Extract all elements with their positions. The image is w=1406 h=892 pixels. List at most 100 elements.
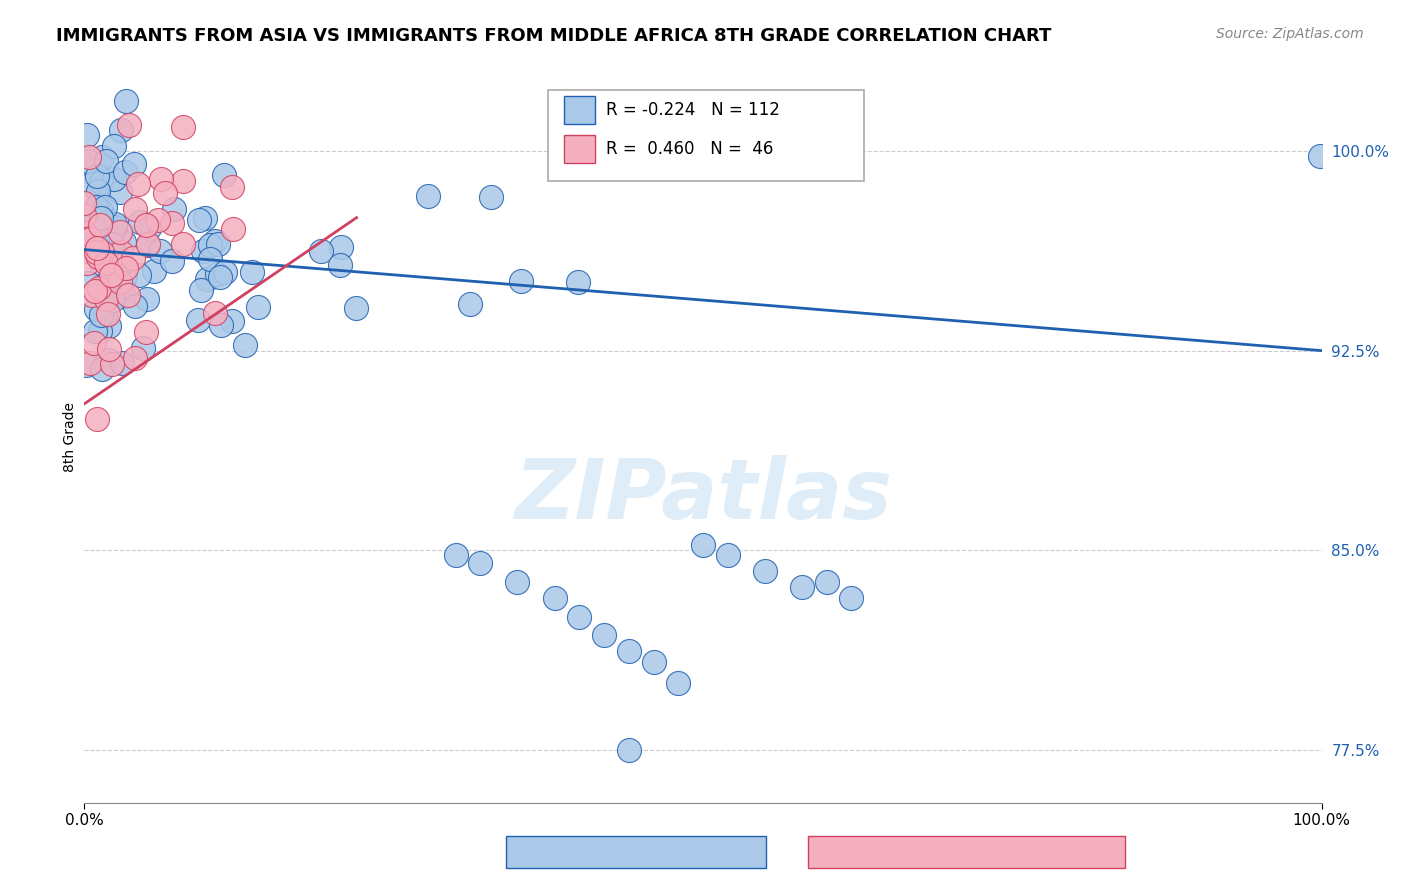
Point bbox=[89, 280, 111, 294]
Point bbox=[115, 260, 138, 275]
Point bbox=[221, 180, 243, 194]
Point bbox=[418, 189, 440, 203]
Point bbox=[96, 277, 118, 291]
Point bbox=[76, 256, 98, 270]
Point bbox=[207, 236, 229, 251]
Point bbox=[122, 251, 145, 265]
Point bbox=[87, 250, 110, 264]
Point bbox=[84, 301, 107, 316]
Point bbox=[96, 153, 118, 168]
Point bbox=[160, 254, 183, 268]
FancyBboxPatch shape bbox=[564, 135, 595, 163]
Point bbox=[90, 211, 112, 226]
Point bbox=[86, 214, 108, 228]
Point bbox=[138, 221, 160, 235]
Text: Source: ZipAtlas.com: Source: ZipAtlas.com bbox=[1216, 27, 1364, 41]
Point bbox=[593, 628, 616, 642]
Point bbox=[108, 225, 131, 239]
Point bbox=[617, 644, 640, 658]
Point bbox=[90, 175, 112, 189]
Point bbox=[204, 235, 226, 249]
Point bbox=[329, 240, 352, 254]
Point bbox=[104, 220, 127, 235]
Point bbox=[543, 591, 565, 605]
Point bbox=[172, 120, 194, 134]
Point bbox=[479, 190, 502, 204]
Point bbox=[110, 123, 132, 137]
Text: ZIPatlas: ZIPatlas bbox=[515, 455, 891, 536]
Point bbox=[132, 341, 155, 355]
Point bbox=[90, 244, 112, 259]
Point bbox=[172, 174, 194, 188]
Point bbox=[754, 565, 776, 579]
Point bbox=[104, 217, 127, 231]
Point bbox=[458, 297, 481, 311]
Point bbox=[790, 580, 813, 594]
Point bbox=[112, 235, 135, 250]
Point bbox=[240, 264, 263, 278]
Point bbox=[86, 412, 108, 426]
Point bbox=[160, 216, 183, 230]
Point bbox=[153, 186, 176, 200]
Point bbox=[90, 308, 112, 322]
Point bbox=[117, 287, 139, 301]
Y-axis label: 8th Grade: 8th Grade bbox=[63, 402, 77, 472]
FancyBboxPatch shape bbox=[548, 90, 863, 181]
Text: Immigrants from Middle Africa: Immigrants from Middle Africa bbox=[846, 845, 1080, 859]
Point bbox=[118, 118, 141, 132]
Point bbox=[172, 237, 194, 252]
Point bbox=[94, 255, 117, 269]
Point bbox=[96, 292, 118, 306]
Point bbox=[214, 168, 236, 182]
Point bbox=[84, 245, 107, 260]
Point bbox=[195, 272, 218, 286]
Point bbox=[108, 275, 131, 289]
Point bbox=[103, 139, 125, 153]
Point bbox=[97, 234, 120, 248]
Point bbox=[692, 538, 714, 552]
Point bbox=[79, 244, 101, 259]
Point bbox=[209, 318, 232, 332]
Point bbox=[94, 215, 117, 229]
Point bbox=[135, 219, 157, 233]
Point bbox=[124, 202, 146, 217]
Point bbox=[79, 355, 101, 369]
Point bbox=[135, 292, 157, 306]
Point bbox=[309, 244, 332, 258]
Point bbox=[83, 234, 105, 248]
Point bbox=[89, 202, 111, 216]
Point bbox=[104, 264, 127, 278]
Point bbox=[98, 318, 121, 333]
Point bbox=[136, 238, 159, 252]
Point bbox=[93, 308, 115, 322]
Point bbox=[90, 236, 112, 251]
Text: R =  0.460   N =  46: R = 0.460 N = 46 bbox=[606, 140, 773, 158]
Point bbox=[75, 359, 97, 373]
Point bbox=[246, 300, 269, 314]
Point bbox=[146, 213, 169, 227]
Text: R = -0.224   N = 112: R = -0.224 N = 112 bbox=[606, 101, 780, 120]
Point bbox=[111, 355, 134, 369]
Text: Immigrants from Asia: Immigrants from Asia bbox=[553, 845, 718, 859]
Point bbox=[190, 283, 212, 297]
Point bbox=[84, 324, 107, 338]
Point bbox=[124, 299, 146, 313]
Point bbox=[136, 236, 159, 251]
Point bbox=[221, 314, 243, 328]
Point bbox=[124, 351, 146, 366]
Point bbox=[114, 268, 136, 282]
Point bbox=[162, 202, 184, 217]
Point bbox=[506, 575, 529, 590]
Point bbox=[841, 591, 863, 605]
Point bbox=[84, 200, 107, 214]
Point bbox=[82, 288, 104, 302]
Point bbox=[108, 258, 131, 272]
Point bbox=[509, 274, 531, 288]
Point bbox=[101, 293, 124, 307]
Point bbox=[77, 150, 100, 164]
Point bbox=[128, 268, 150, 282]
Point bbox=[82, 224, 104, 238]
Point bbox=[79, 232, 101, 246]
Point bbox=[149, 172, 172, 186]
Point bbox=[94, 277, 117, 291]
